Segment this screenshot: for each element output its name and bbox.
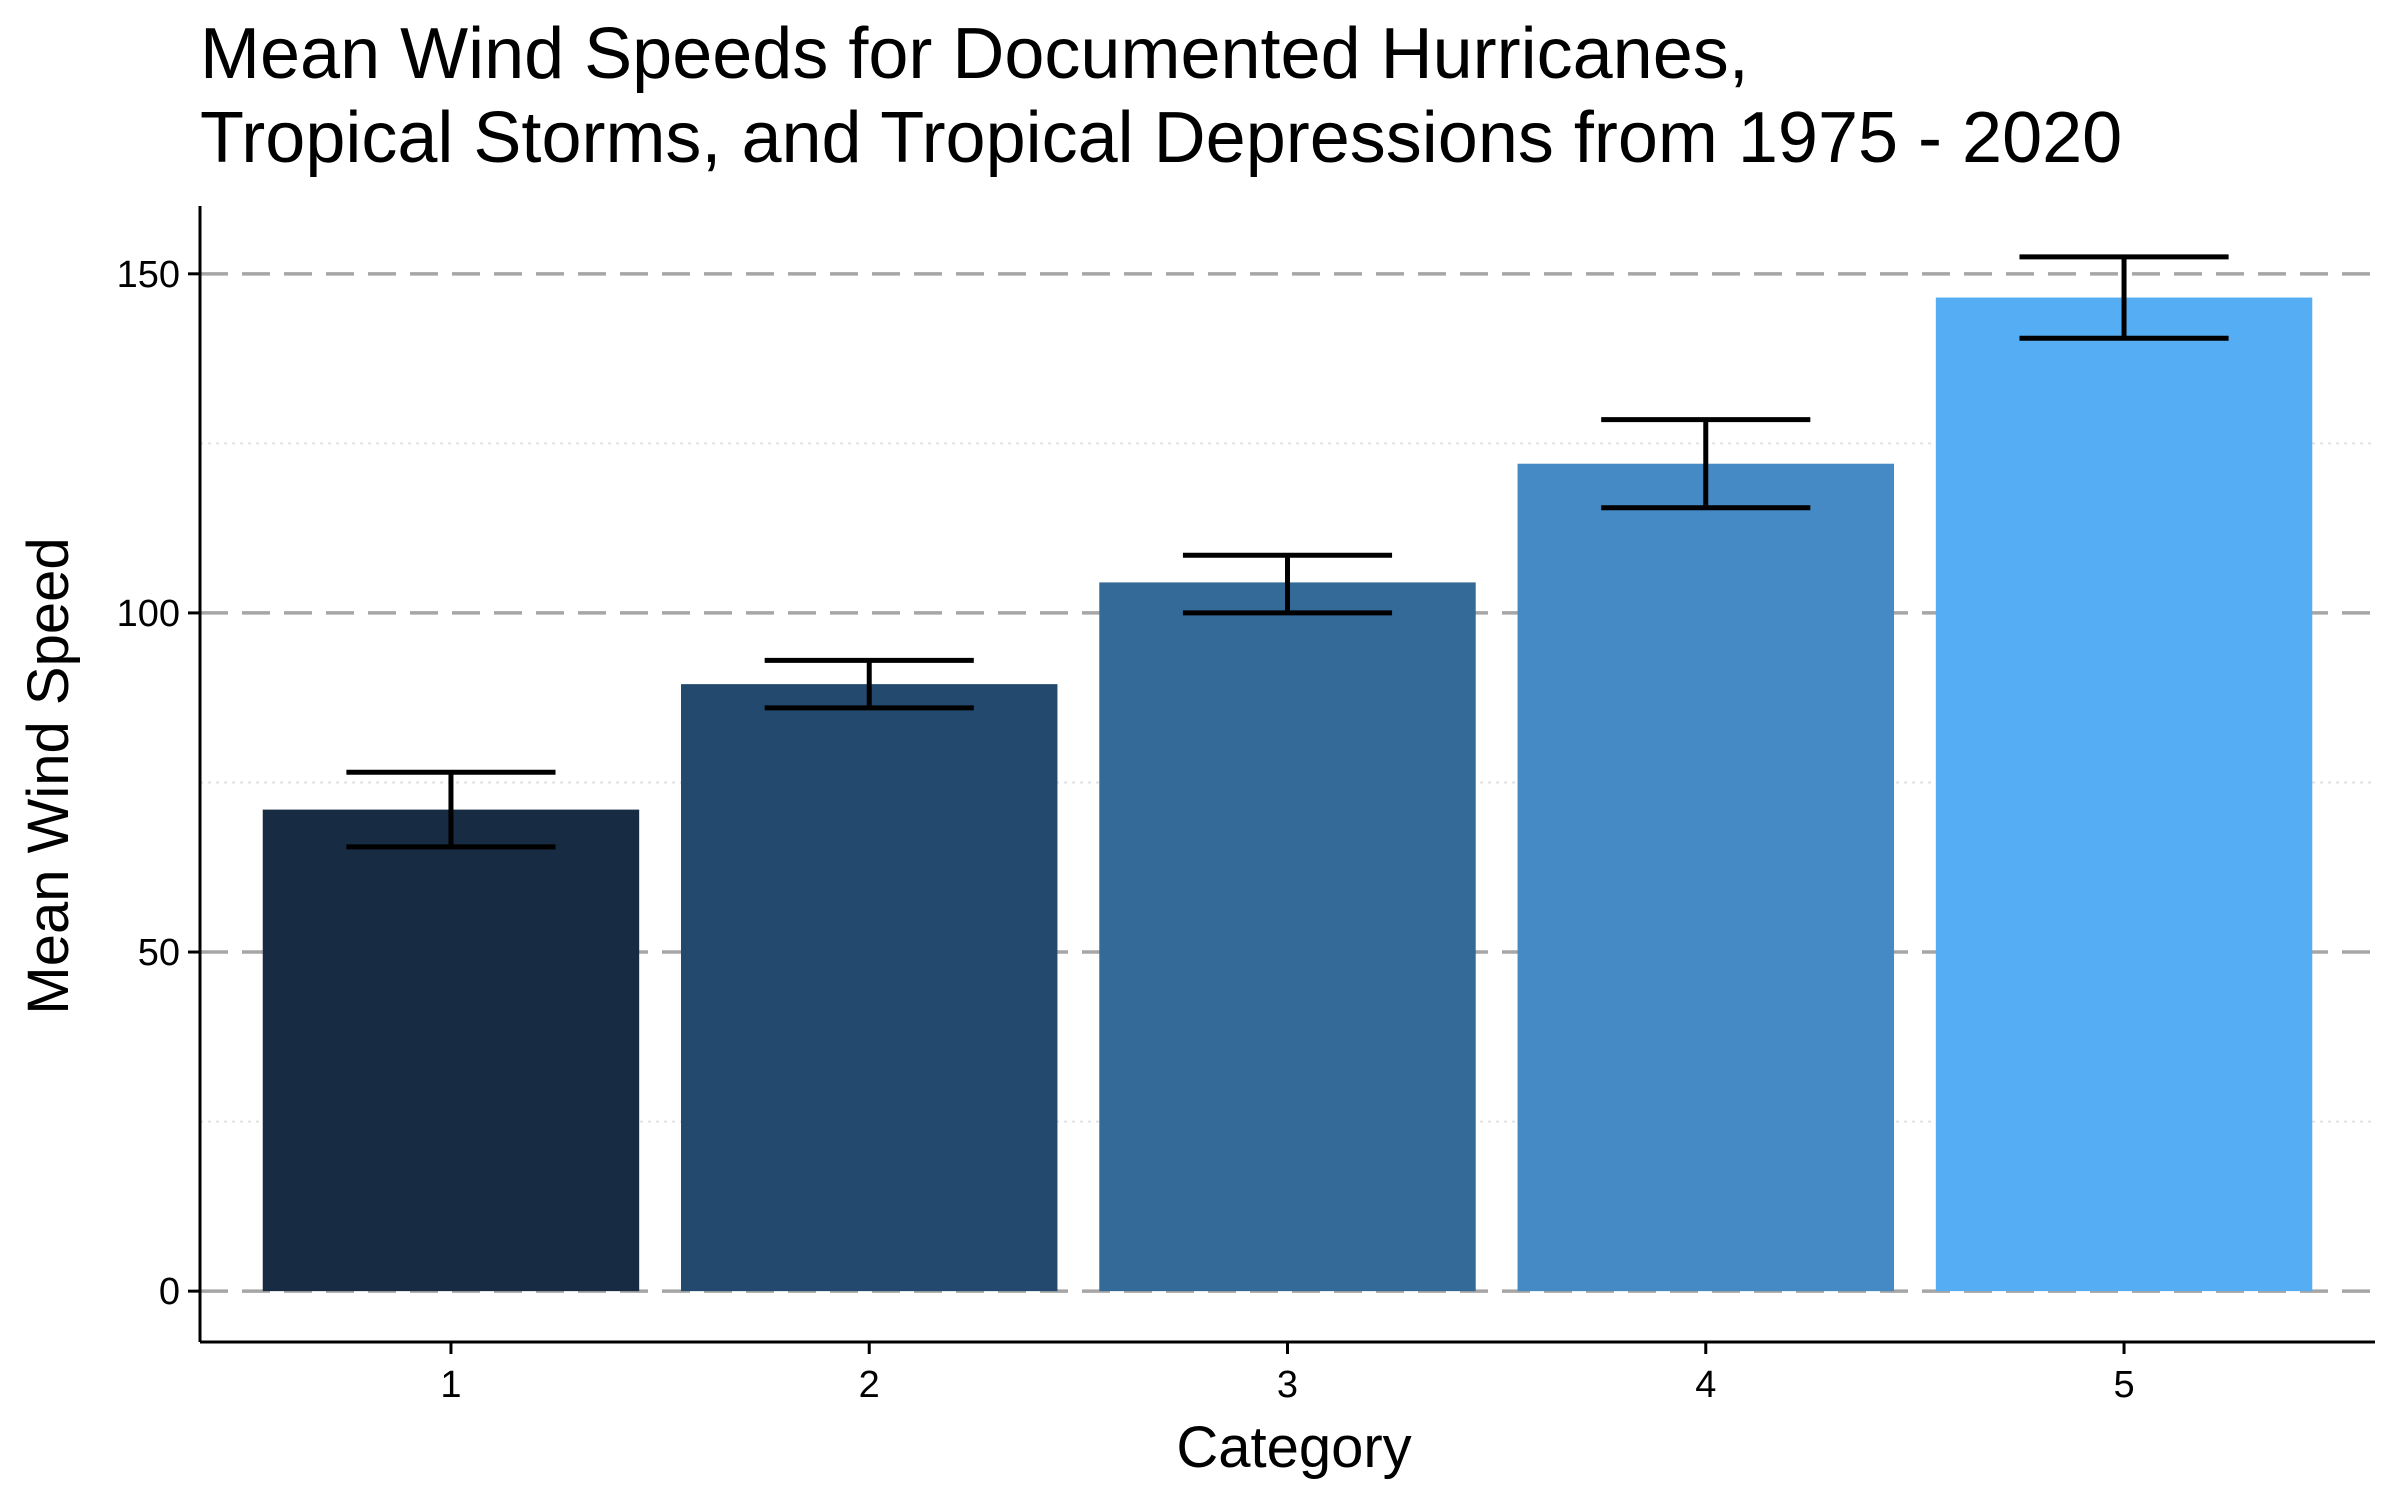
chart-title-line-2: Tropical Storms, and Tropical Depression… [200,98,2123,178]
x-tick-label: 2 [859,1364,880,1406]
y-axis-label: Mean Wind Speed [16,537,81,1014]
y-axis-ticks: 0 50 100 150 [117,254,200,1313]
y-tick-label: 50 [138,932,180,974]
x-tick-label: 3 [1277,1364,1298,1406]
x-tick-label: 4 [1695,1364,1716,1406]
x-axis-label: Category [1176,1415,1411,1480]
bar-category-2 [681,684,1058,1292]
bars [262,297,2313,1292]
bar-category-3 [1099,582,1476,1292]
y-tick-label: 0 [159,1271,180,1313]
bar-category-4 [1517,463,1894,1292]
bar-category-1 [262,809,640,1292]
x-tick-label: 1 [440,1364,461,1406]
x-axis-ticks: 1 2 3 4 5 [440,1342,2135,1406]
y-tick-label: 100 [117,593,180,635]
y-tick-label: 150 [117,254,180,296]
bar-category-5 [1935,297,2313,1292]
x-tick-label: 5 [2113,1364,2134,1406]
error-bars [346,254,2229,850]
chart-title: Mean Wind Speeds for Documented Hurrican… [200,12,2122,180]
chart-title-line-1: Mean Wind Speeds for Documented Hurrican… [200,14,1749,94]
